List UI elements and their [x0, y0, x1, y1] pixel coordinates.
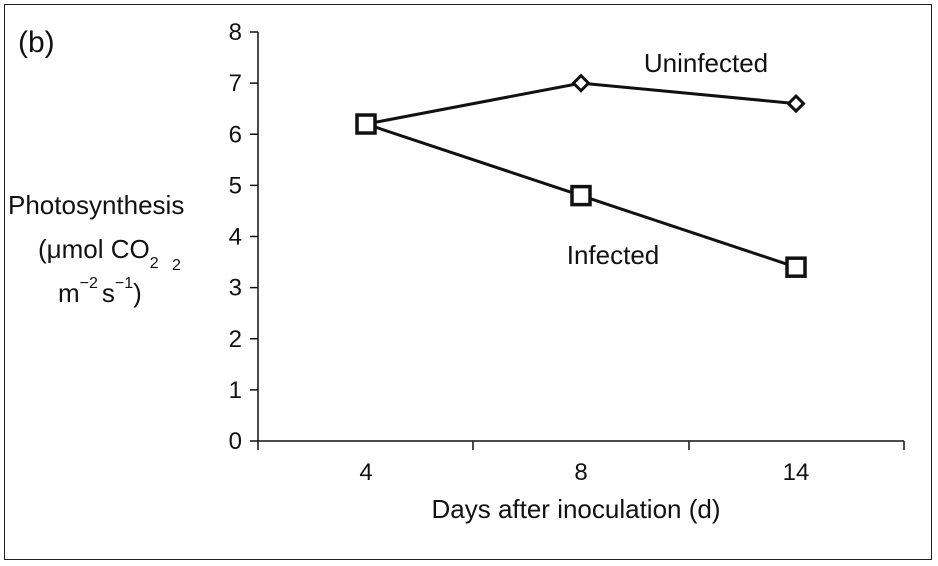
chart-frame — [4, 4, 932, 560]
y-axis-unit-s: s — [102, 278, 115, 308]
y-tick-label: 1 — [229, 377, 242, 404]
y-tick-label: 3 — [229, 275, 242, 302]
y-axis-unit-m-exponent: −2 — [80, 275, 98, 292]
x-ticks: 4 8 14 — [257, 441, 905, 486]
y-axis-unit-m: m — [58, 278, 80, 308]
y-tick-label: 7 — [229, 70, 242, 97]
x-tick-label: 4 — [359, 459, 372, 486]
series-label-infected: Infected — [567, 240, 660, 270]
y-axis-unit-close: ) — [133, 278, 142, 308]
y-ticks: 0 1 2 3 4 5 6 7 8 — [229, 19, 258, 455]
series-label-uninfected: Uninfected — [644, 48, 768, 78]
panel-label: (b) — [18, 26, 55, 59]
x-tick-label: 8 — [574, 459, 587, 486]
data-point-infected — [355, 113, 377, 135]
y-tick-label: 0 — [229, 428, 242, 455]
y-axis-label-subscript: 2 — [150, 255, 159, 272]
y-tick-label: 4 — [229, 224, 242, 251]
y-axis-label-line2: (μmol CO2 — [38, 234, 159, 272]
series-group: Uninfected Infected — [355, 48, 807, 278]
x-axis-label: Days after inoculation (d) — [431, 494, 720, 524]
y-axis-unit-s-exponent: −1 — [115, 275, 133, 292]
y-axis-label-line3: m−2 s−1) — [58, 275, 142, 308]
y-axis-label-line1: Photosynthesis — [8, 190, 184, 220]
data-point-infected — [570, 184, 592, 207]
data-point-uninfected — [571, 73, 591, 93]
data-point-uninfected — [786, 93, 806, 114]
y-tick-label: 6 — [229, 121, 242, 148]
data-point-infected — [785, 256, 807, 278]
y-axis-label-stray-sup: 2 — [172, 257, 181, 274]
y-tick-label: 5 — [229, 172, 242, 199]
y-axis-label-prefix: (μmol CO — [38, 234, 150, 264]
y-tick-label: 8 — [229, 19, 242, 46]
x-tick-label: 14 — [783, 459, 810, 486]
y-tick-label: 2 — [229, 326, 242, 353]
